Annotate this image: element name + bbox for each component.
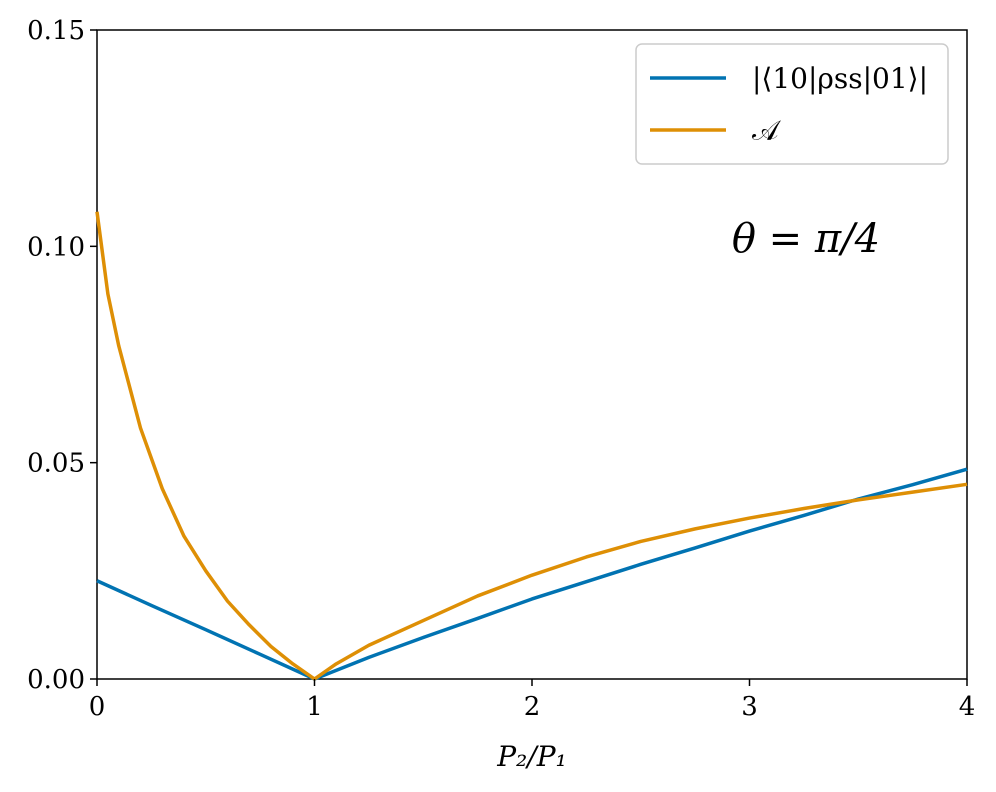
series-line-2 [95,211,968,681]
x-tick-label: 1 [306,692,323,722]
x-tick-label: 0 [89,692,106,722]
series-layer [95,211,968,681]
x-tick-label: 4 [959,692,976,722]
legend-label-series-2: 𝒜 [752,114,782,147]
x-axis-label: P₂/P₁ [496,740,567,773]
y-tick-label: 0.10 [27,232,85,262]
legend-frame [635,43,949,165]
ticks-layer: 0 1 2 3 4 0.00 0.05 0.10 0.15 [27,16,975,722]
theta-annotation: θ = π/4 [732,216,880,262]
legend: |⟨10|ρss|01⟩| 𝒜 [635,43,949,165]
y-tick-label: 0.00 [27,665,85,695]
y-tick-label: 0.05 [27,449,85,479]
series-line-1 [96,467,968,681]
x-tick-label: 3 [741,692,758,722]
x-tick-label: 2 [524,692,541,722]
y-tick-label: 0.15 [27,16,85,46]
legend-label-series-1: |⟨10|ρss|01⟩| [752,62,928,95]
